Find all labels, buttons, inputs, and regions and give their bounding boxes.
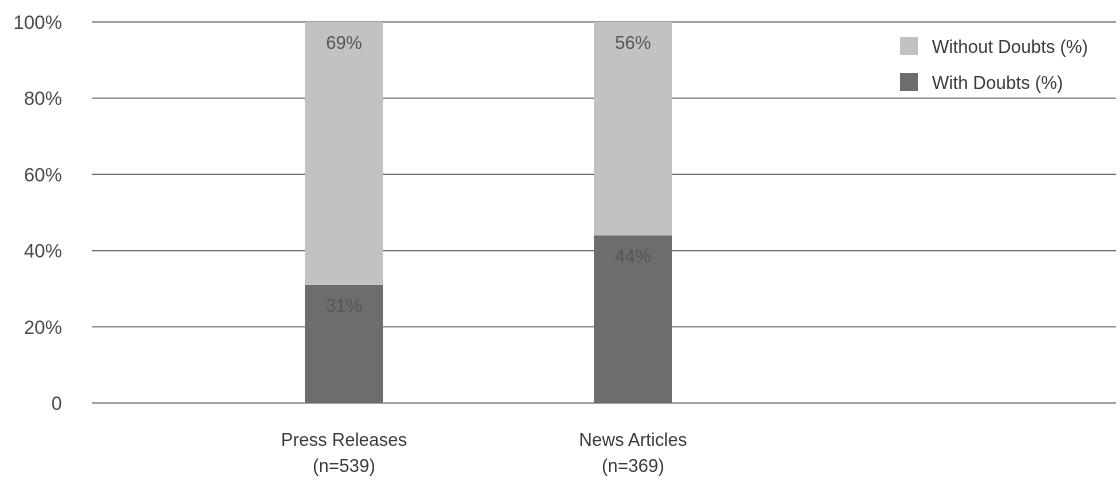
x-category-label: News Articles xyxy=(579,430,687,450)
data-labels: 31% 69% 44% 56% xyxy=(326,33,651,316)
y-tick-label: 60% xyxy=(24,165,62,186)
legend-label: Without Doubts (%) xyxy=(932,37,1088,57)
bars xyxy=(305,22,672,403)
legend: Without Doubts (%) With Doubts (%) xyxy=(900,37,1088,93)
y-tick-label: 100% xyxy=(13,13,62,34)
x-category-label: Press Releases xyxy=(281,430,407,450)
data-label: 56% xyxy=(615,33,651,53)
y-tick-label: 20% xyxy=(24,318,62,339)
y-axis-tick-labels: 0 20% 40% 60% 80% 100% xyxy=(13,13,62,415)
data-label: 31% xyxy=(326,296,362,316)
data-label: 69% xyxy=(326,33,362,53)
legend-swatch xyxy=(900,37,918,55)
data-label: 44% xyxy=(615,246,651,266)
legend-label: With Doubts (%) xyxy=(932,73,1063,93)
bar-segment-without-doubts xyxy=(305,22,383,285)
bar-segment-without-doubts xyxy=(594,22,672,236)
x-axis-category-labels: Press Releases (n=539) News Articles (n=369… xyxy=(281,430,687,476)
legend-swatch xyxy=(900,73,918,91)
bar-segment-with-doubts xyxy=(594,235,672,403)
y-tick-label: 0 xyxy=(51,394,62,415)
x-category-sample-size: (n=539) xyxy=(313,456,376,476)
y-tick-label: 80% xyxy=(24,89,62,110)
y-tick-label: 40% xyxy=(24,242,62,263)
bar-segment-with-doubts xyxy=(305,284,383,403)
x-category-sample-size: (n=369) xyxy=(602,456,665,476)
